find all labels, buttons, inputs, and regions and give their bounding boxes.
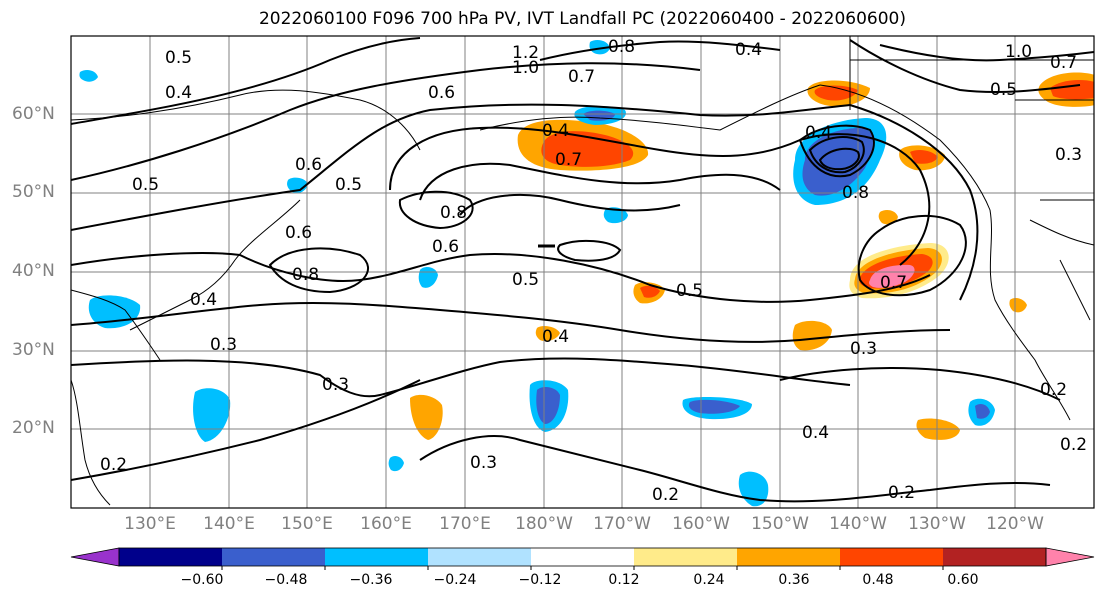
colorbar-segment [737, 548, 841, 566]
lat-label: 60°N [12, 104, 55, 124]
negative-anomaly-alaska-core [802, 128, 874, 196]
contour-label: 0.7 [880, 273, 907, 293]
colorbar-tick-label: 0.24 [693, 572, 725, 588]
contour-label: 0.5 [165, 48, 192, 68]
contour-label: 0.5 [676, 281, 703, 301]
colorbar-tick-label: −0.24 [433, 572, 477, 588]
contour-label: 1.0 [512, 58, 539, 78]
lon-label: 140°E [203, 514, 255, 534]
colorbar-segment [119, 548, 223, 566]
colorbar-tick-label: 0.48 [862, 572, 894, 588]
contour-label: 0.6 [432, 237, 459, 257]
lat-label: 50°N [12, 182, 55, 202]
lon-label: 120°W [986, 514, 1044, 534]
contour-label: 0.5 [990, 80, 1017, 100]
lon-label: 130°E [124, 514, 176, 534]
contour-label: 0.2 [1040, 380, 1067, 400]
contour-label: 0.8 [608, 37, 635, 57]
contour-label: 0.6 [428, 83, 455, 103]
lon-label: 130°W [908, 514, 966, 534]
pv-contours [71, 37, 1094, 503]
colorbar-segment [943, 548, 1047, 566]
contour-label: 0.4 [542, 327, 569, 347]
contour-label: 0.8 [440, 203, 467, 223]
lon-label: 160°E [360, 514, 412, 534]
contour-label: 0.7 [555, 150, 582, 170]
lon-label: 150°E [281, 514, 333, 534]
contour-label: 0.4 [165, 83, 192, 103]
contour-label: 0.2 [888, 483, 915, 503]
colorbar-extend-min [70, 547, 120, 567]
lon-label: 140°W [829, 514, 887, 534]
contour-label: 0.6 [295, 155, 322, 175]
contour-label: 0.4 [805, 123, 832, 143]
contour-label: 0.2 [1060, 435, 1087, 455]
contour-label: 0.2 [652, 485, 679, 505]
colorbar-segments [70, 547, 1095, 570]
colorbar-tick-label: 0.60 [947, 572, 979, 588]
graticule [71, 36, 1094, 508]
lat-label: 30°N [12, 340, 55, 360]
contour-label: 0.5 [512, 270, 539, 290]
contour-label: 1.0 [1005, 42, 1032, 62]
contour-label: 0.3 [1055, 145, 1082, 165]
lat-label: 40°N [12, 261, 55, 281]
lon-label: 150°W [751, 514, 809, 534]
contour-label: 0.8 [292, 265, 319, 285]
contour-label: 0.3 [322, 375, 349, 395]
colorbar-tick-label: −0.48 [264, 572, 308, 588]
colorbar-tick-label: −0.60 [180, 572, 224, 588]
colorbar-segment [428, 548, 532, 566]
lat-label: 20°N [12, 418, 55, 438]
map-frame [70, 35, 1095, 509]
contour-label: 0.8 [842, 183, 869, 203]
lon-label: 170°E [439, 514, 491, 534]
contour-label: 0.7 [568, 67, 595, 87]
contour-label: 0.7 [1050, 53, 1077, 73]
colorbar-segment [531, 548, 635, 566]
lon-label: 160°W [672, 514, 730, 534]
colorbar-segment [325, 548, 429, 566]
contour-label: 0.5 [335, 175, 362, 195]
colorbar-segment [222, 548, 326, 566]
colorbar-segment [840, 548, 944, 566]
contour-label: 0.5 [132, 175, 159, 195]
contour-label: 0.3 [850, 339, 877, 359]
contour-label: 0.4 [802, 423, 829, 443]
contour-label: 1.2 [512, 43, 539, 63]
contour-label: 0.4 [542, 121, 569, 141]
contour-label: 0.4 [735, 40, 762, 60]
contour-label: 0.3 [210, 335, 237, 355]
colorbar-tick-label: −0.12 [518, 572, 562, 588]
contour-label: 0.4 [190, 290, 217, 310]
lon-label: 180°W [515, 514, 573, 534]
colorbar-tick-label: 0.36 [778, 572, 810, 588]
colorbar-frame [118, 547, 1047, 567]
colorbar-segment [634, 548, 738, 566]
lon-label: 170°W [593, 514, 651, 534]
contour-labels: 1.2 1.0 0.8 0.7 0.6 0.5 0.4 0.5 0.6 0.8 … [100, 37, 1087, 505]
map-title: 2022060100 F096 700 hPa PV, IVT Landfall… [258, 9, 906, 29]
contour-label: 0.6 [285, 223, 312, 243]
colorbar-tick-label: −0.36 [349, 572, 393, 588]
colorbar-tick-label: 0.12 [608, 572, 640, 588]
contour-label: 0.3 [470, 453, 497, 473]
contour-label: 0.2 [100, 455, 127, 475]
colorbar-extend-max [1045, 547, 1095, 567]
